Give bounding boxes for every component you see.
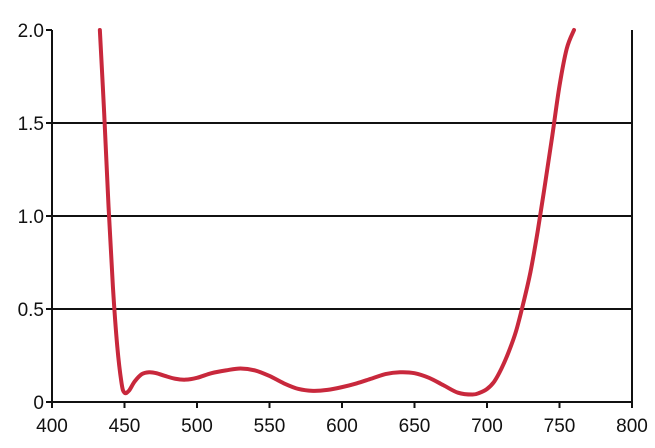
x-tick-label-550: 550 xyxy=(254,416,286,437)
x-tick-label-600: 600 xyxy=(326,416,358,437)
y-tick-label-1: 0.5 xyxy=(18,300,44,321)
x-tick-label-400: 400 xyxy=(36,416,68,437)
x-tick-label-800: 800 xyxy=(616,416,648,437)
x-tick-label-500: 500 xyxy=(181,416,213,437)
y-tick-label-2: 1.0 xyxy=(18,207,44,228)
x-tick-label-650: 650 xyxy=(399,416,431,437)
x-tick-label-450: 450 xyxy=(109,416,141,437)
data-series xyxy=(97,28,576,397)
x-tick-label-750: 750 xyxy=(544,416,576,437)
x-tick-labels: 400 450 500 550 600 650 700 750 800 xyxy=(36,402,648,437)
y-tick-label-4: 2.0 xyxy=(18,21,44,42)
grid-lines xyxy=(52,122,632,310)
x-tick-label-700: 700 xyxy=(471,416,503,437)
series-line-0 xyxy=(97,28,576,397)
y-tick-labels: 0 0.5 1.0 1.5 2.0 xyxy=(18,21,52,414)
y-tick-label-0: 0 xyxy=(33,393,44,414)
y-tick-label-3: 1.5 xyxy=(18,114,44,135)
